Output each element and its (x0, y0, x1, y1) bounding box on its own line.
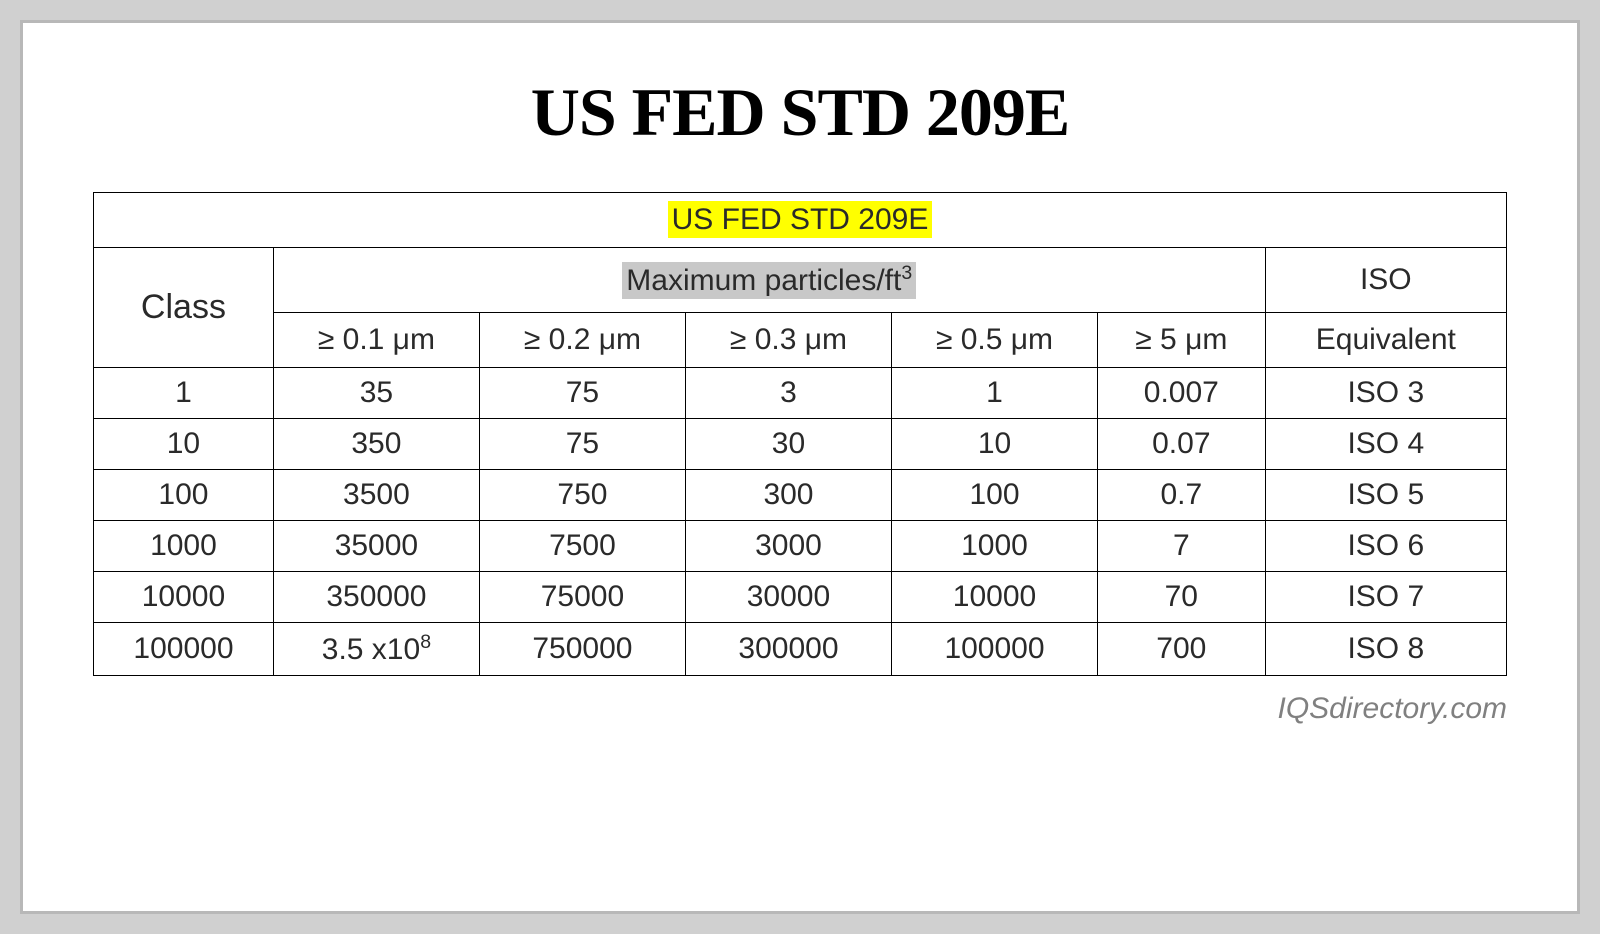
cell-iso: ISO 8 (1265, 623, 1506, 676)
cell-value: 75 (479, 368, 685, 419)
cell-value: 350000 (273, 572, 479, 623)
cell-value: 0.07 (1098, 419, 1266, 470)
table-row: 1 35 75 3 1 0.007 ISO 3 (94, 368, 1507, 419)
cell-value: 1000 (891, 521, 1097, 572)
particles-header-cell: Maximum particles/ft3 (273, 248, 1265, 313)
size-col-2: ≥ 0.3 μm (685, 313, 891, 368)
cell-iso: ISO 6 (1265, 521, 1506, 572)
cell-iso: ISO 4 (1265, 419, 1506, 470)
cell-class: 1 (94, 368, 274, 419)
table-caption-row: US FED STD 209E (94, 193, 1507, 248)
table-row: 100000 3.5 x108 750000 300000 100000 700… (94, 623, 1507, 676)
cell-value: 7 (1098, 521, 1266, 572)
cell-value: 100 (891, 470, 1097, 521)
table-row: 10 350 75 30 10 0.07 ISO 4 (94, 419, 1507, 470)
cell-iso: ISO 5 (1265, 470, 1506, 521)
cell-value: 7500 (479, 521, 685, 572)
size-col-0: ≥ 0.1 μm (273, 313, 479, 368)
cell-value: 35000 (273, 521, 479, 572)
cell-value: 30 (685, 419, 891, 470)
cell-value: 75 (479, 419, 685, 470)
cell-class: 100 (94, 470, 274, 521)
cell-value: 300000 (685, 623, 891, 676)
cell-value: 35 (273, 368, 479, 419)
size-col-1: ≥ 0.2 μm (479, 313, 685, 368)
main-title: US FED STD 209E (93, 73, 1507, 152)
header-row-2: ≥ 0.1 μm ≥ 0.2 μm ≥ 0.3 μm ≥ 0.5 μm ≥ 5 … (94, 313, 1507, 368)
cell-value: 300 (685, 470, 891, 521)
cell-value: 750 (479, 470, 685, 521)
cell-value: 350 (273, 419, 479, 470)
size-col-3: ≥ 0.5 μm (891, 313, 1097, 368)
cell-value: 3500 (273, 470, 479, 521)
outer-frame: US FED STD 209E US FED STD 209E Class Ma… (20, 20, 1580, 914)
cell-value: 0.007 (1098, 368, 1266, 419)
table-row: 1000 35000 7500 3000 1000 7 ISO 6 (94, 521, 1507, 572)
table-row: 10000 350000 75000 30000 10000 70 ISO 7 (94, 572, 1507, 623)
cell-value: 30000 (685, 572, 891, 623)
cell-iso: ISO 7 (1265, 572, 1506, 623)
cell-class: 10000 (94, 572, 274, 623)
cell-value: 1 (891, 368, 1097, 419)
cell-value: 700 (1098, 623, 1266, 676)
cell-class: 10 (94, 419, 274, 470)
cell-value: 70 (1098, 572, 1266, 623)
header-row-1: Class Maximum particles/ft3 ISO (94, 248, 1507, 313)
cell-value: 3 (685, 368, 891, 419)
cell-value: 3.5 x108 (273, 623, 479, 676)
cell-class: 100000 (94, 623, 274, 676)
cell-value: 0.7 (1098, 470, 1266, 521)
cell-value: 10000 (891, 572, 1097, 623)
standards-table: US FED STD 209E Class Maximum particles/… (93, 192, 1507, 676)
table-caption-text: US FED STD 209E (668, 201, 933, 238)
iso-header-top: ISO (1265, 248, 1506, 313)
iso-header-bottom: Equivalent (1265, 313, 1506, 368)
table-row: 100 3500 750 300 100 0.7 ISO 5 (94, 470, 1507, 521)
attribution-text: IQSdirectory.com (93, 692, 1507, 726)
cell-value: 10 (891, 419, 1097, 470)
cell-value: 750000 (479, 623, 685, 676)
particles-header-text: Maximum particles/ft3 (622, 262, 916, 299)
cell-value: 75000 (479, 572, 685, 623)
table-caption-cell: US FED STD 209E (94, 193, 1507, 248)
cell-value: 3000 (685, 521, 891, 572)
cell-class: 1000 (94, 521, 274, 572)
size-col-4: ≥ 5 μm (1098, 313, 1266, 368)
cell-value: 100000 (891, 623, 1097, 676)
cell-iso: ISO 3 (1265, 368, 1506, 419)
class-header: Class (94, 248, 274, 368)
